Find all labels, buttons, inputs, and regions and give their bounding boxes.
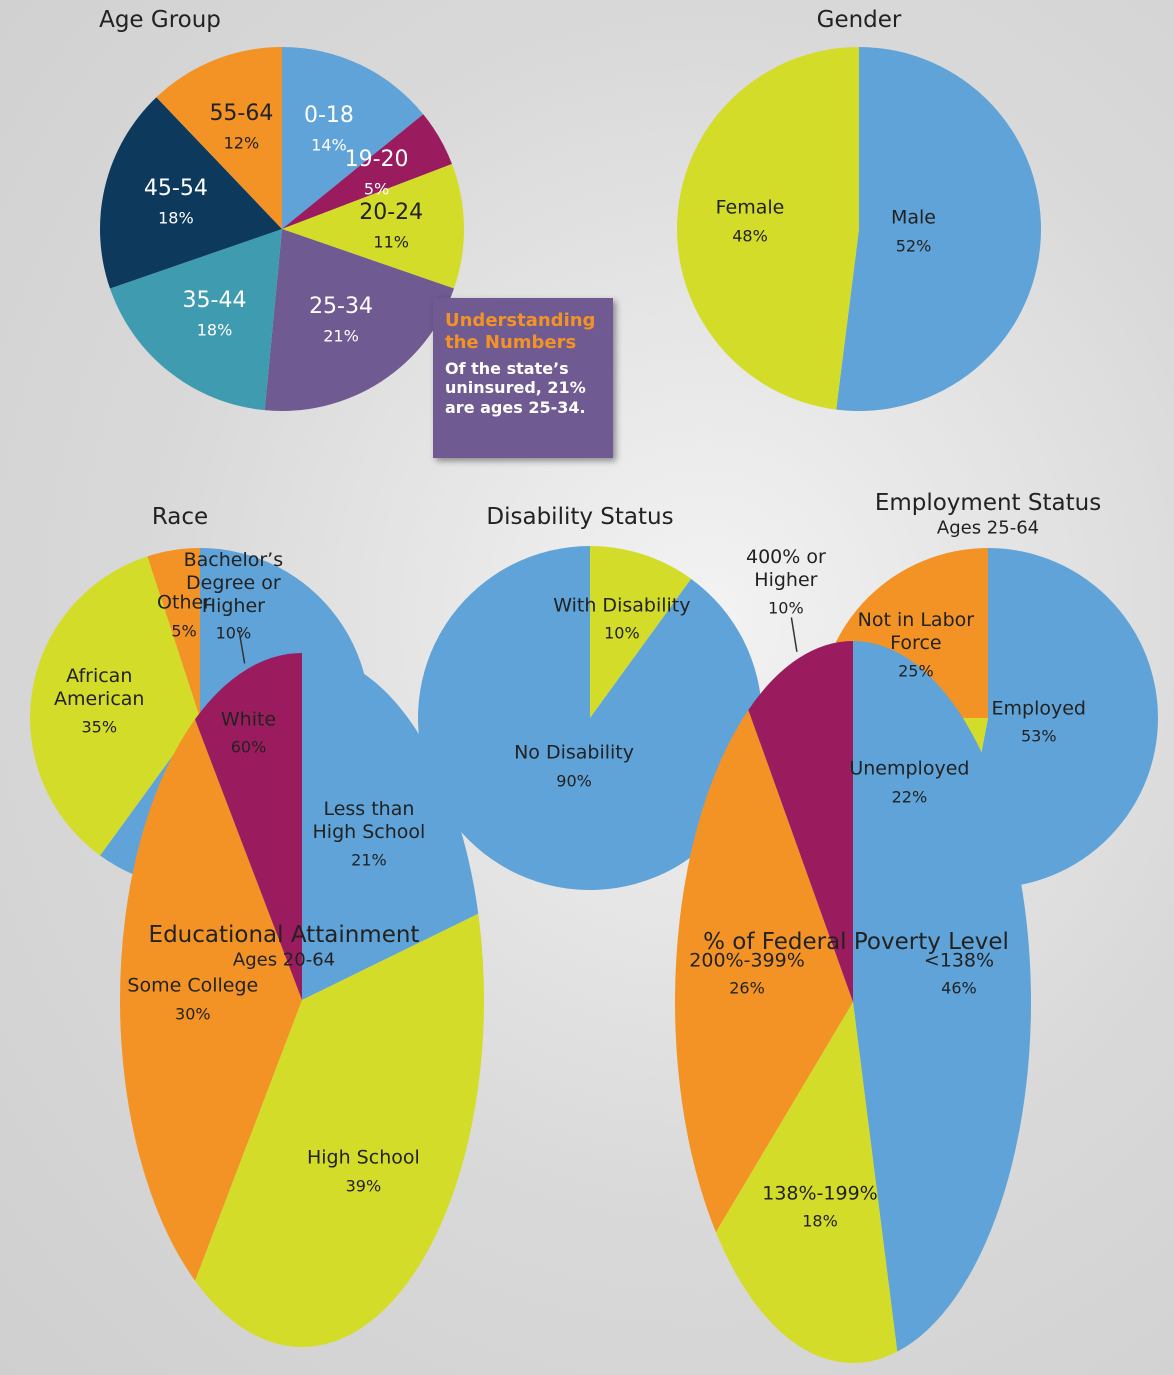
callout-title: Understanding the Numbers bbox=[445, 310, 601, 353]
slice-value-label: 21% bbox=[323, 326, 359, 345]
callout-text-part: . bbox=[579, 398, 585, 417]
slice-label: Female bbox=[716, 197, 785, 220]
slice-value-label: 5% bbox=[364, 180, 389, 199]
slice-value-label: 52% bbox=[896, 236, 932, 255]
slice-label: 138%-199% bbox=[762, 1183, 878, 1206]
slice-value-label: 18% bbox=[802, 1212, 838, 1231]
slice-value-label: 18% bbox=[197, 320, 233, 339]
slice-label: 20-24 bbox=[359, 200, 423, 226]
slice-label: Employed bbox=[992, 697, 1086, 720]
slice-label: Less than High School bbox=[299, 799, 439, 845]
chart-title: Educational Attainment bbox=[149, 922, 420, 948]
slice-value-label: 22% bbox=[892, 787, 928, 806]
slice-value-label: 10% bbox=[216, 624, 252, 643]
slice-label: Not in Labor Force bbox=[846, 609, 986, 655]
slice-value-label: 25% bbox=[898, 661, 934, 680]
chart-subtitle: Ages 20-64 bbox=[233, 950, 335, 971]
slice-label: Unemployed bbox=[849, 758, 969, 781]
slice-label: No Disability bbox=[514, 742, 634, 765]
slice-value-label: 39% bbox=[346, 1176, 382, 1195]
chart-title: Employment Status bbox=[875, 490, 1101, 516]
slice-value-label: 60% bbox=[231, 738, 267, 757]
slice-label: 200%-399% bbox=[689, 949, 805, 972]
slice-value-label: 12% bbox=[224, 133, 260, 152]
slice-label: Some College bbox=[127, 975, 258, 998]
slice-label: Male bbox=[891, 207, 936, 230]
callout-text: Of the state’s uninsured, 21% are ages 2… bbox=[445, 359, 601, 417]
chart-title: Age Group bbox=[99, 7, 221, 33]
slice-label: 0-18 bbox=[304, 103, 354, 129]
slice-label: <138% bbox=[924, 949, 994, 972]
slice-value-label: 35% bbox=[81, 718, 117, 737]
chart-title: Disability Status bbox=[486, 504, 673, 530]
slice-value-label: 10% bbox=[604, 624, 640, 643]
slice-value-label: 5% bbox=[171, 621, 196, 640]
slice-value-label: 90% bbox=[556, 771, 592, 790]
slice-label: 400% or Higher bbox=[716, 546, 856, 592]
slice-label: 35-44 bbox=[183, 288, 247, 314]
pie-slice bbox=[836, 47, 1041, 411]
slice-value-label: 11% bbox=[373, 233, 409, 252]
slice-value-label: 18% bbox=[158, 209, 194, 228]
callout-text-part: 25-34 bbox=[528, 398, 579, 417]
chart-title: Gender bbox=[817, 7, 902, 33]
slice-label: With Disability bbox=[553, 594, 690, 617]
slice-label: High School bbox=[307, 1147, 420, 1170]
slice-value-label: 10% bbox=[768, 599, 804, 618]
slice-value-label: 48% bbox=[732, 226, 768, 245]
slice-value-label: 14% bbox=[311, 136, 347, 155]
callout: Understanding the Numbers Of the state’s… bbox=[433, 298, 613, 458]
slice-label: 55-64 bbox=[209, 100, 273, 126]
page: Understanding the Numbers Of the state’s… bbox=[0, 0, 1174, 1375]
chart-title: Race bbox=[152, 504, 208, 530]
slice-label: African American bbox=[29, 665, 169, 711]
slice-value-label: 53% bbox=[1021, 727, 1057, 746]
slice-label: 19-20 bbox=[345, 147, 409, 173]
leader-line bbox=[791, 617, 797, 651]
slice-value-label: 30% bbox=[175, 1004, 211, 1023]
slice-label: Bachelor’s Degree or Higher bbox=[163, 549, 303, 617]
charts bbox=[0, 0, 1174, 1375]
callout-text-part: are ages bbox=[445, 398, 528, 417]
callout-text-part: 21% bbox=[547, 378, 585, 397]
slice-value-label: 21% bbox=[351, 851, 387, 870]
pie-slice bbox=[677, 47, 859, 410]
slice-label: White bbox=[221, 708, 276, 731]
slice-value-label: 46% bbox=[941, 979, 977, 998]
slice-label: 25-34 bbox=[309, 294, 373, 320]
chart-subtitle: Ages 25-64 bbox=[937, 518, 1039, 539]
slice-value-label: 26% bbox=[729, 979, 765, 998]
slice-label: 45-54 bbox=[144, 176, 208, 202]
